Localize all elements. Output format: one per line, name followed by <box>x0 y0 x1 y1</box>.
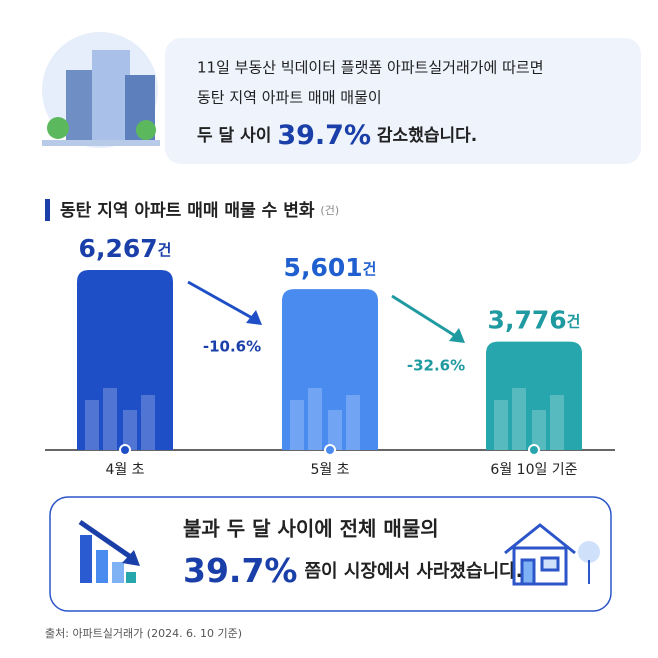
highlight: 39.7% <box>183 551 298 590</box>
building-deco <box>328 410 342 450</box>
x-tick-label: 4월 초 <box>105 462 144 478</box>
building-deco <box>123 410 137 450</box>
building-deco <box>512 388 526 450</box>
value: 6,267 <box>79 234 158 263</box>
unit: 건 <box>363 260 377 278</box>
axis-dot <box>528 444 540 456</box>
change-label: -10.6% <box>203 338 261 356</box>
building-deco <box>494 400 508 450</box>
change-label: -32.6% <box>407 357 465 375</box>
building-deco <box>550 395 564 450</box>
building-deco <box>290 400 304 450</box>
building-deco <box>346 395 360 450</box>
summary-box <box>49 496 612 612</box>
title-marker <box>45 199 50 221</box>
highlight: 39.7% <box>277 120 371 151</box>
text: 쯤이 시장에서 사라졌습니다. <box>304 561 522 582</box>
building-deco <box>532 410 546 450</box>
axis-dot <box>324 444 336 456</box>
value: 5,601 <box>284 253 363 282</box>
bar <box>77 270 173 450</box>
value-label: 6,267건 <box>79 234 172 263</box>
text: 감소했습니다. <box>377 125 477 146</box>
title: 동탄 지역 아파트 매매 매물 수 변화 <box>60 201 315 221</box>
summary-line: 39.7% 쯤이 시장에서 사라졌습니다. <box>183 551 523 590</box>
building-icon <box>42 32 160 148</box>
building-deco <box>103 388 117 450</box>
value: 3,776 <box>488 306 567 335</box>
x-tick-label: 5월 초 <box>310 462 349 478</box>
axis-dot <box>119 444 131 456</box>
value-label: 5,601건 <box>284 253 377 282</box>
arrow-head <box>449 328 465 343</box>
bar <box>486 341 582 450</box>
house-icon <box>504 523 600 586</box>
source: 출처: 아파트실거래가 (2024. 6. 10 기준) <box>45 627 242 640</box>
change-arrow <box>187 280 255 321</box>
building-deco <box>141 395 155 450</box>
unit: 건 <box>567 312 581 330</box>
header-line: 11일 부동산 빅데이터 플랫폼 아파트실거래가에 따르면 <box>197 59 544 77</box>
unit: 건 <box>158 241 172 259</box>
unit: (건) <box>320 204 339 217</box>
bar <box>282 289 378 450</box>
arrow-head <box>246 310 262 325</box>
header-box <box>165 38 641 164</box>
header-line: 두 달 사이 39.7% 감소했습니다. <box>197 120 477 151</box>
decline-icon <box>78 519 140 583</box>
summary-line: 불과 두 달 사이에 전체 매물의 <box>183 517 439 541</box>
change-arrow <box>391 294 458 339</box>
x-tick-label: 6월 10일 기준 <box>490 462 577 478</box>
text: 두 달 사이 <box>197 125 271 146</box>
building-deco <box>308 388 322 450</box>
header-line: 동탄 지역 아파트 매매 매물이 <box>197 89 382 107</box>
building-deco <box>85 400 99 450</box>
value-label: 3,776건 <box>488 306 581 335</box>
chart-title: 동탄 지역 아파트 매매 매물 수 변화 (건) <box>60 201 339 221</box>
